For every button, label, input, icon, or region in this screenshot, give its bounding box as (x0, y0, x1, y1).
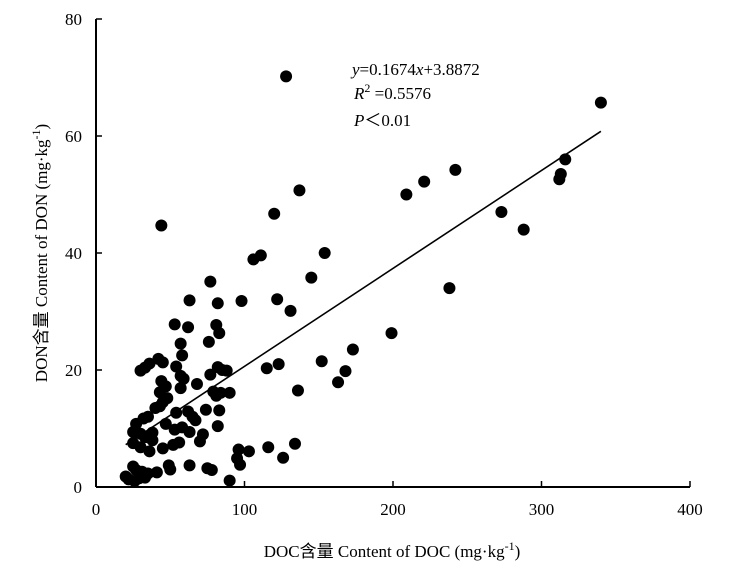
data-point (594, 96, 607, 109)
data-point (211, 297, 224, 310)
data-point (271, 293, 284, 306)
regression-annotation: y=0.1674x+3.8872 R2 =0.5576 P＜0.01 (350, 60, 480, 130)
data-point (553, 173, 566, 186)
data-point (220, 364, 233, 377)
x-axis-title: DOC含量 Content of DOC (mg·kg-1) (264, 539, 521, 561)
data-point (418, 175, 431, 188)
data-point (204, 368, 217, 381)
data-point (204, 275, 217, 288)
x-tick-label: 400 (677, 500, 703, 519)
y-tick-label: 60 (65, 127, 82, 146)
data-point (495, 206, 508, 219)
data-point (149, 402, 162, 415)
data-point (291, 384, 304, 397)
data-point (517, 223, 530, 236)
data-point (202, 335, 215, 348)
data-point (280, 70, 293, 83)
data-point (173, 436, 186, 449)
data-points (119, 70, 607, 488)
data-point (150, 466, 163, 479)
data-point (164, 463, 177, 476)
data-point (332, 376, 345, 389)
data-point (318, 247, 331, 259)
data-point (223, 474, 236, 487)
data-point (213, 327, 226, 340)
data-point (277, 451, 290, 464)
data-point (223, 386, 236, 399)
data-point (133, 472, 146, 485)
data-point (272, 358, 285, 371)
data-point (155, 219, 168, 232)
y-tick-label: 80 (65, 10, 82, 29)
data-point (183, 459, 196, 472)
data-point (143, 445, 156, 458)
data-point (305, 271, 318, 284)
data-point (284, 304, 297, 317)
y-tick-label: 0 (74, 478, 83, 497)
data-point (315, 355, 328, 368)
x-tick-label: 200 (380, 500, 406, 519)
data-point (213, 404, 226, 417)
y-tick-label: 40 (65, 244, 82, 263)
data-point (205, 464, 218, 477)
data-point (346, 343, 359, 356)
data-point (159, 417, 172, 430)
data-point (174, 382, 187, 395)
data-point (190, 378, 203, 391)
data-point (268, 207, 281, 220)
x-tick-label: 0 (92, 500, 101, 519)
data-point (235, 294, 248, 307)
data-point (199, 403, 212, 416)
data-point (170, 360, 183, 373)
data-point (449, 163, 462, 176)
data-point (247, 253, 260, 266)
equation-label: y=0.1674x+3.8872 (350, 60, 480, 79)
r-squared-label: R2 =0.5576 (353, 81, 431, 103)
data-point (193, 435, 206, 448)
data-point (211, 420, 224, 433)
data-point (134, 364, 147, 377)
data-point (400, 188, 413, 201)
data-point (234, 458, 247, 471)
data-point (242, 445, 255, 458)
trend-line (125, 130, 602, 446)
data-point (168, 318, 181, 331)
data-point (182, 321, 195, 334)
data-point (156, 356, 169, 369)
axis-ticks: 0 100 200 300 400 0 20 40 60 80 (65, 10, 703, 519)
data-point (156, 442, 169, 455)
data-point (443, 282, 456, 295)
data-point (177, 372, 190, 385)
data-point (288, 437, 301, 450)
data-point (189, 414, 202, 427)
data-point (293, 184, 306, 197)
p-value-label: P＜0.01 (353, 111, 411, 130)
data-point (176, 349, 189, 362)
x-tick-label: 300 (529, 500, 555, 519)
data-point (339, 365, 352, 378)
data-point (134, 441, 147, 454)
data-point (210, 389, 223, 402)
data-point (262, 441, 275, 454)
data-point (146, 434, 159, 447)
data-point (183, 294, 196, 307)
y-axis-title: DON含量 Content of DON (mg·kg-1) (29, 124, 51, 382)
data-point (174, 337, 187, 350)
data-point (260, 362, 273, 375)
data-point (385, 327, 398, 340)
data-point (183, 426, 196, 439)
y-tick-label: 20 (65, 361, 82, 380)
x-tick-label: 100 (232, 500, 258, 519)
data-point (168, 423, 181, 436)
